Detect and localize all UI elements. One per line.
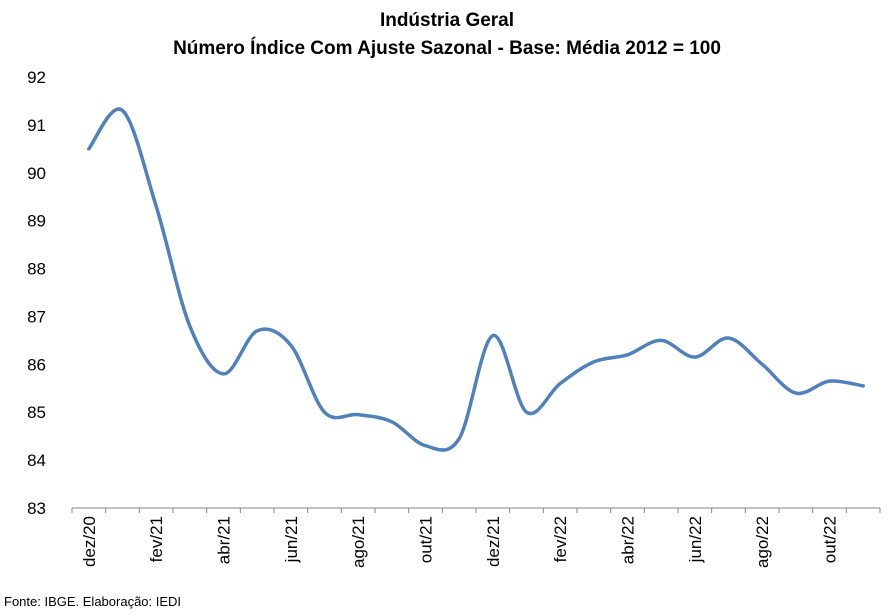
x-tick-label: dez/20 [80,516,99,567]
y-tick-label: 88 [27,260,46,279]
source-note: Fonte: IBGE. Elaboração: IEDI [4,594,182,609]
data-point [323,411,326,414]
data-point [87,147,90,150]
data-point [222,372,225,375]
x-tick-label: ago/21 [349,516,368,568]
y-tick-label: 89 [27,212,46,231]
data-point [525,411,528,414]
data-point [794,391,797,394]
data-point [155,205,158,208]
data-point [559,382,562,385]
y-tick-label: 86 [27,355,46,374]
data-point [357,413,360,416]
chart-subtitle: Número Índice Com Ajuste Sazonal - Base:… [173,38,721,59]
x-tick-label: jun/22 [686,516,705,563]
y-tick-label: 83 [27,499,46,518]
data-point [256,329,259,332]
x-tick-label: dez/21 [484,516,503,567]
x-tick-label: out/22 [821,516,840,563]
data-point [660,339,663,342]
y-axis: 83 84 85 86 87 88 89 90 91 92 [27,68,46,518]
data-point [390,420,393,423]
x-axis: dez/20 fev/21 abr/21 jun/21 ago/21 out/21 dez/… [71,507,881,568]
x-tick-label: fev/22 [551,516,570,562]
data-point [592,360,595,363]
data-point [424,444,427,447]
data-point [693,356,696,359]
data-point [188,324,191,327]
data-point [828,379,831,382]
data-point [862,384,865,387]
y-tick-label: 85 [27,403,46,422]
x-tick-label: fev/21 [147,516,166,562]
x-tick-label: ago/22 [753,516,772,568]
y-tick-label: 84 [27,451,46,470]
y-tick-label: 91 [27,116,46,135]
x-tick-label: out/21 [417,516,436,563]
y-tick-label: 87 [27,307,46,326]
x-tick-label: jun/21 [282,516,301,563]
chart-title: Indústria Geral [379,10,515,31]
data-point [121,109,124,112]
x-tick-label: abr/21 [215,516,234,564]
data-point [626,353,629,356]
data-point [491,334,494,337]
y-tick-label: 92 [27,68,46,87]
data-point [727,336,730,339]
y-tick-label: 90 [27,164,46,183]
data-point [289,344,292,347]
series-line [87,107,865,452]
x-tick-label: abr/22 [619,516,638,564]
data-point [761,363,764,366]
plot-area [87,107,865,452]
data-point [458,437,461,440]
